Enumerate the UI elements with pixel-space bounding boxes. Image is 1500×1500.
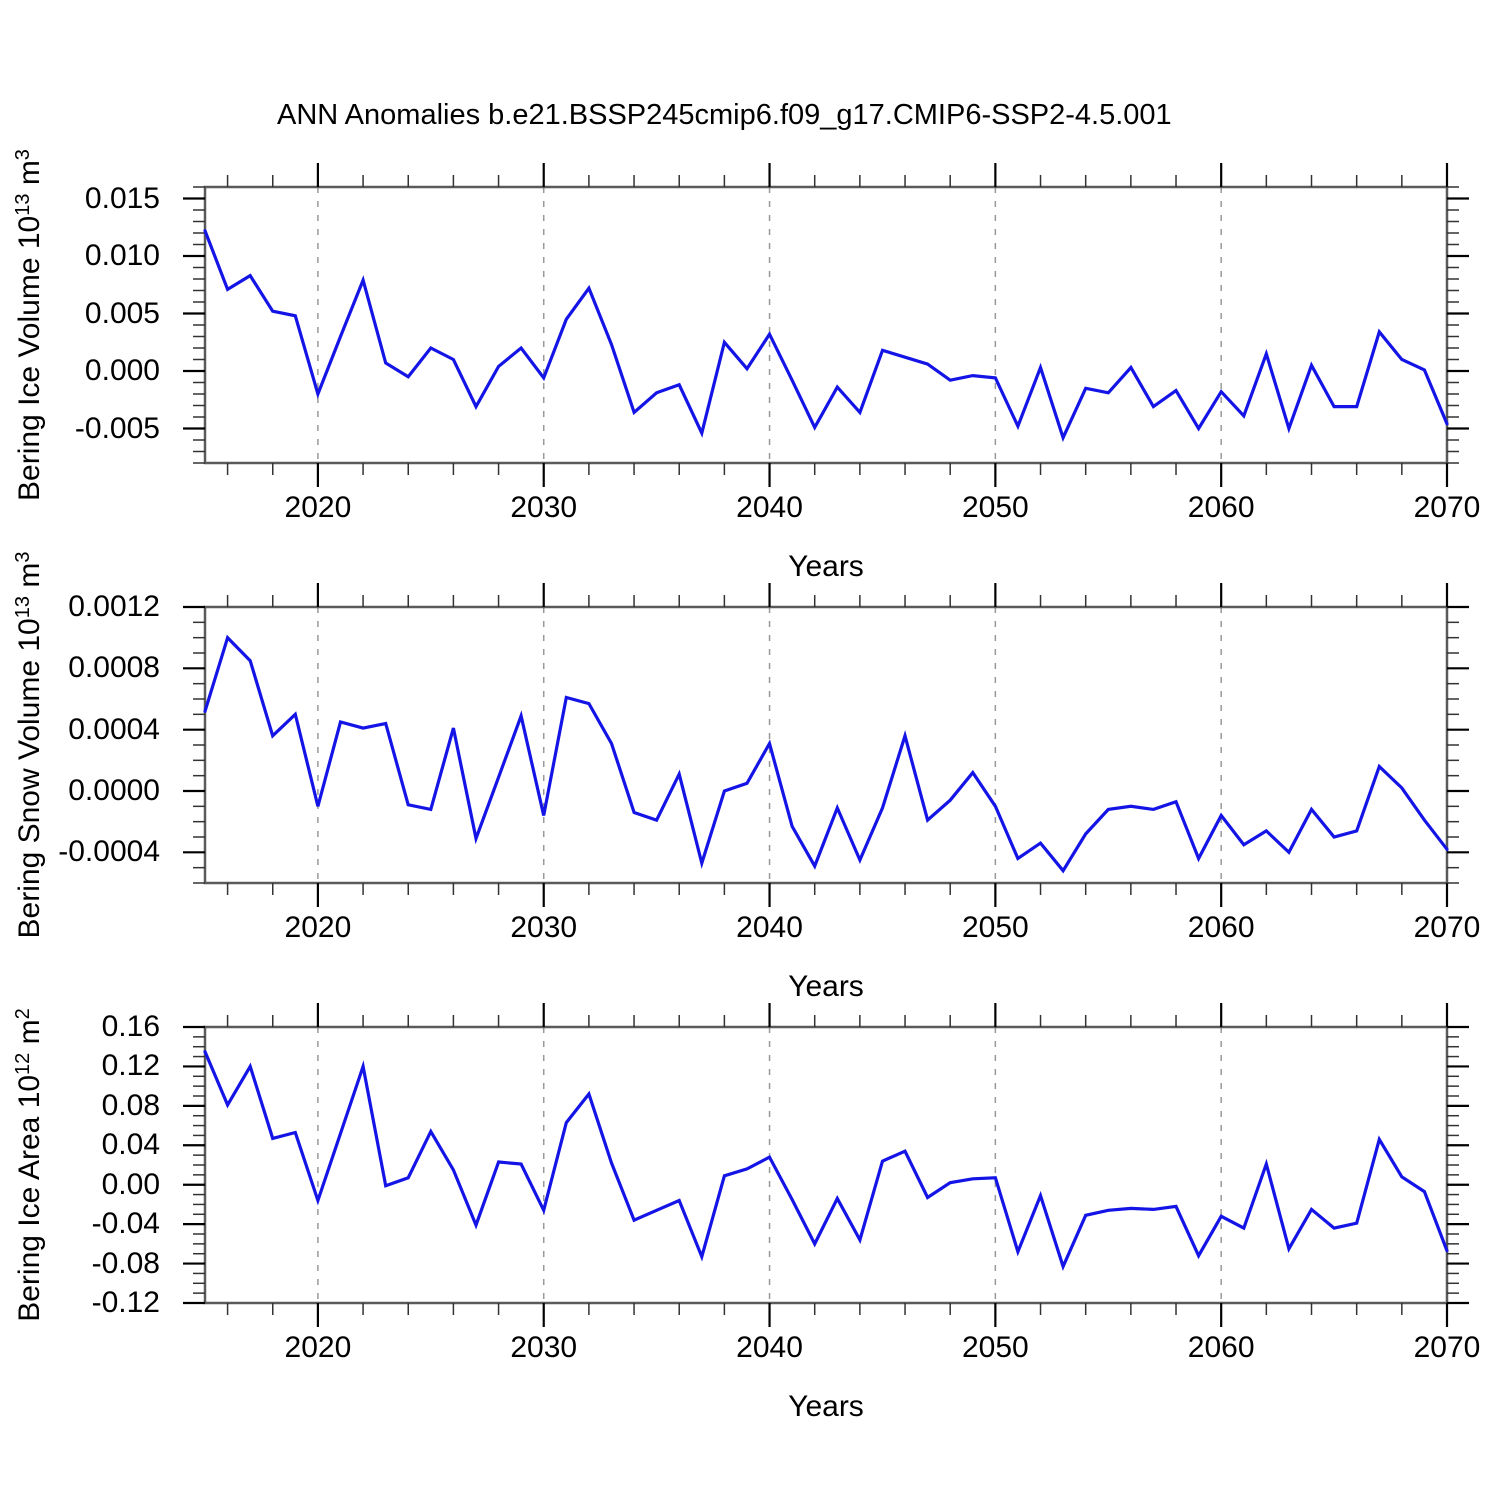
panel-bering-snow-volume (183, 583, 1469, 907)
plot-frame (203, 1025, 1449, 1305)
series-line-bering-snow-volume (203, 634, 1449, 874)
series-line-bering-ice-volume (203, 229, 1449, 443)
series-line-bering-ice-area (203, 1049, 1449, 1272)
panel-bering-ice-volume (183, 163, 1469, 487)
plot-frame (203, 185, 1449, 465)
panel-bering-ice-area (183, 1003, 1469, 1327)
